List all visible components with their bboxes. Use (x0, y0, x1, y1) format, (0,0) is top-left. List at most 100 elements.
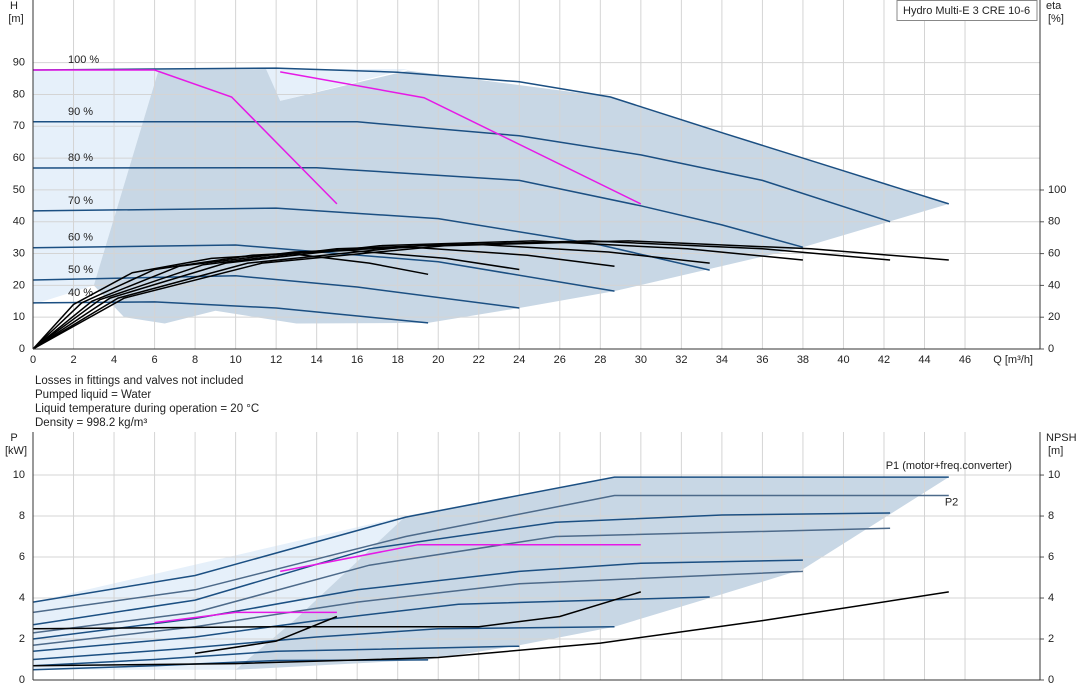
y-axis-label: P (10, 432, 17, 444)
curve (32, 275, 520, 309)
y2-axis-unit: [%] (1048, 13, 1064, 25)
curve (32, 591, 642, 630)
curve-label: 60 % (68, 232, 93, 244)
curve (32, 559, 803, 640)
curve (32, 625, 615, 661)
y-tick-label: 10 (13, 469, 25, 481)
curve (32, 207, 710, 271)
x-tick-label: 22 (473, 354, 485, 366)
curve-label: 80 % (68, 152, 93, 164)
curve (280, 71, 642, 205)
x-tick-label: 32 (675, 354, 687, 366)
note: Losses in fittings and valves not includ… (35, 375, 243, 387)
x-tick-label: 34 (716, 354, 728, 366)
x-tick-label: 20 (432, 354, 444, 366)
y-tick-label: 10 (13, 311, 25, 323)
y2-tick-label: 60 (1048, 248, 1060, 260)
y-tick-label: 20 (13, 279, 25, 291)
x-tick-label: 4 (111, 354, 117, 366)
y-axis-unit: [m] (8, 13, 23, 25)
y-tick-label: 4 (19, 592, 25, 604)
curve (32, 570, 803, 646)
y-tick-label: 0 (19, 674, 25, 686)
curve (154, 611, 337, 624)
curve (194, 615, 338, 655)
note: Liquid temperature during operation = 20… (35, 403, 259, 415)
curve-label: P1 (motor+freq.converter) (886, 460, 1012, 472)
operating-area (235, 477, 949, 670)
curve (32, 166, 804, 248)
curve (33, 121, 891, 223)
y-tick-label: 50 (13, 184, 25, 196)
note: Density = 998.2 kg/m³ (35, 417, 147, 429)
y-tick-label: 90 (13, 57, 25, 69)
x-tick-label: 30 (635, 354, 647, 366)
y-axis-unit: [kW] (5, 445, 27, 457)
curve (32, 252, 429, 350)
x-tick-label: 38 (797, 354, 809, 366)
y2-axis-label: eta (1046, 0, 1062, 12)
curve (280, 543, 641, 573)
y2-tick-label: 40 (1048, 279, 1060, 291)
y-tick-label: 2 (19, 633, 25, 645)
curve (32, 591, 949, 667)
y-tick-label: 8 (19, 510, 25, 522)
x-tick-label: 6 (152, 354, 158, 366)
x-tick-label: 36 (756, 354, 768, 366)
x-tick-label: 0 (30, 354, 36, 366)
curve (32, 494, 949, 614)
y-tick-label: 6 (19, 551, 25, 563)
curve (32, 645, 520, 667)
x-tick-label: 46 (959, 354, 971, 366)
y2-tick-label: 0 (1048, 674, 1054, 686)
x-axis-label: Q [m³/h] (993, 354, 1033, 366)
operating-area (93, 69, 949, 324)
curve (32, 301, 429, 324)
x-tick-label: 40 (837, 354, 849, 366)
curve (33, 69, 338, 205)
x-tick-label: 16 (351, 354, 363, 366)
curve-label: 100 % (68, 54, 99, 66)
y2-tick-label: 0 (1048, 343, 1054, 355)
x-tick-label: 24 (513, 354, 525, 366)
y2-tick-label: 2 (1048, 633, 1054, 645)
x-tick-label: 12 (270, 354, 282, 366)
curve (32, 596, 710, 653)
y2-tick-label: 100 (1048, 184, 1066, 196)
curve (32, 246, 615, 350)
curve-label: 40 % (68, 287, 93, 299)
x-tick-label: 44 (918, 354, 930, 366)
y2-tick-label: 80 (1048, 216, 1060, 228)
x-tick-label: 42 (878, 354, 890, 366)
y-tick-label: 60 (13, 152, 25, 164)
x-tick-label: 26 (554, 354, 566, 366)
y-tick-label: 30 (13, 247, 25, 259)
x-tick-label: 2 (70, 354, 76, 366)
curve (32, 527, 891, 634)
y2-axis-label: NPSH (1046, 432, 1077, 444)
y2-tick-label: 10 (1048, 469, 1060, 481)
chart-title: Hydro Multi-E 3 CRE 10-6 (903, 5, 1030, 17)
curve (32, 67, 950, 205)
x-tick-label: 28 (594, 354, 606, 366)
y2-tick-label: 4 (1048, 592, 1054, 604)
x-tick-label: 18 (392, 354, 404, 366)
title-box (896, 0, 1038, 21)
x-tick-label: 10 (229, 354, 241, 366)
y2-tick-label: 6 (1048, 551, 1054, 563)
y2-tick-label: 8 (1048, 510, 1054, 522)
y2-tick-label: 20 (1048, 311, 1060, 323)
y-tick-label: 70 (13, 120, 25, 132)
y-tick-label: 80 (13, 88, 25, 100)
curve-label: P2 (945, 496, 958, 508)
curve (32, 476, 949, 603)
curve (32, 243, 710, 350)
operating-area (33, 69, 408, 305)
curve-label: 90 % (68, 106, 93, 118)
y-axis-label: H (10, 0, 18, 12)
x-tick-label: 14 (311, 354, 323, 366)
curve-label: 70 % (68, 195, 93, 207)
x-tick-label: 8 (192, 354, 198, 366)
y2-axis-unit: [m] (1048, 445, 1063, 457)
